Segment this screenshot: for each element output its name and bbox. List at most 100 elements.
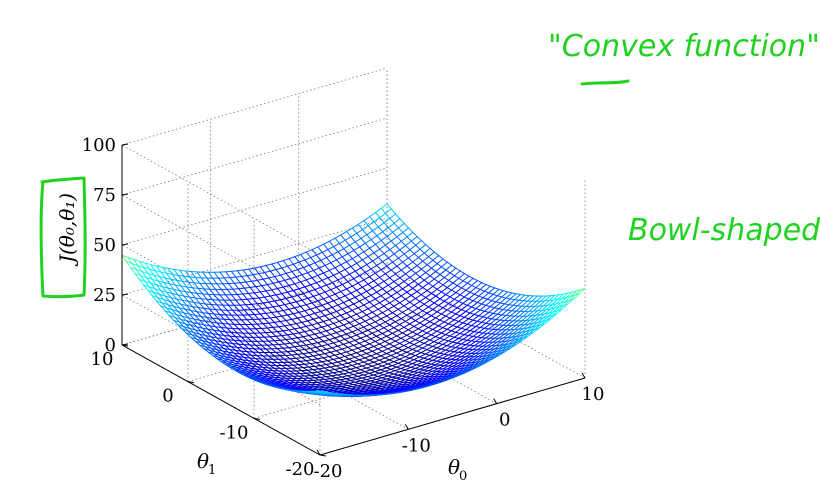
surface-segment <box>445 289 452 296</box>
surface-segment <box>547 299 554 306</box>
surface-segment <box>264 271 270 279</box>
surface-segment <box>297 266 304 271</box>
surface-segment <box>502 290 509 293</box>
surface-segment <box>151 278 157 286</box>
surface-segment <box>258 318 264 325</box>
surface-segment <box>275 335 283 337</box>
surface-segment <box>417 307 424 312</box>
surface-segment <box>373 276 381 282</box>
surface-segment <box>438 277 445 283</box>
surface-segment <box>387 345 395 350</box>
surface-segment <box>200 330 206 336</box>
surface-segment <box>297 294 303 301</box>
surface-segment <box>312 368 320 371</box>
surface-segment <box>308 352 314 357</box>
surface-segment <box>400 365 408 369</box>
surface-segment <box>514 294 521 301</box>
surface-segment <box>472 331 480 337</box>
surface-segment <box>397 326 405 331</box>
surface-segment <box>525 300 533 307</box>
surface-segment <box>427 302 435 308</box>
surface-segment <box>333 320 340 324</box>
surface-segment <box>475 282 483 289</box>
surface-segment <box>465 306 473 312</box>
surface-segment <box>368 359 375 363</box>
surface-segment <box>235 276 241 284</box>
surface-segment <box>214 326 222 328</box>
surface-segment <box>242 293 248 300</box>
surface-segment <box>551 298 559 306</box>
surface-segment <box>210 304 216 311</box>
surface-segment <box>167 304 175 307</box>
surface-segment <box>315 306 322 313</box>
surface-segment <box>291 294 299 298</box>
surface-segment <box>338 271 345 278</box>
surface-segment <box>482 341 490 347</box>
surface-segment <box>449 317 455 321</box>
surface-segment <box>230 270 238 272</box>
surface-segment <box>145 276 152 284</box>
surface-segment <box>337 343 344 347</box>
surface-segment <box>397 362 403 366</box>
surface-segment <box>405 269 412 275</box>
surface-segment <box>266 358 272 363</box>
surface-segment <box>360 314 368 319</box>
surface-segment <box>409 339 416 344</box>
surface-segment <box>448 275 455 281</box>
surface-segment <box>187 300 195 303</box>
surface-segment <box>370 235 378 241</box>
surface-segment <box>184 291 192 294</box>
surface-segment <box>368 324 375 329</box>
surface-segment <box>343 273 350 278</box>
surface-segment <box>386 235 392 242</box>
surface-segment <box>443 335 451 341</box>
surface-segment <box>469 352 477 358</box>
surface-segment <box>353 275 361 280</box>
surface-segment <box>351 363 359 366</box>
surface-segment <box>262 301 270 304</box>
surface-segment <box>314 365 320 370</box>
surface-segment <box>230 314 237 321</box>
surface-segment <box>196 311 204 314</box>
surface-segment <box>471 320 478 326</box>
surface-segment <box>265 348 271 354</box>
surface-segment <box>209 308 215 315</box>
surface-segment <box>144 280 150 288</box>
surface-segment <box>230 331 237 338</box>
surface-segment <box>271 289 277 296</box>
surface-segment <box>203 307 209 314</box>
surface-segment <box>238 309 244 316</box>
surface-segment <box>473 288 481 295</box>
surface-segment <box>358 323 365 328</box>
surface-segment <box>412 287 418 293</box>
surface-segment <box>154 270 162 273</box>
surface-segment <box>428 383 436 387</box>
surface-segment <box>374 212 381 219</box>
surface-segment <box>302 314 310 318</box>
surface-segment <box>362 225 369 231</box>
surface-segment <box>343 248 349 255</box>
surface-segment <box>285 272 291 280</box>
surface-segment <box>263 336 270 342</box>
surface-segment <box>383 346 389 350</box>
surface-segment <box>396 352 402 356</box>
surface-segment <box>148 286 156 290</box>
surface-segment <box>230 294 237 301</box>
surface-segment <box>194 276 201 284</box>
surface-segment <box>432 325 439 330</box>
surface-segment <box>344 292 352 297</box>
surface-segment <box>557 305 564 312</box>
surface-segment <box>282 361 288 366</box>
surface-segment <box>170 297 176 304</box>
surface-segment <box>279 355 285 360</box>
surface-segment <box>429 336 437 341</box>
surface-segment <box>269 269 277 272</box>
surface-segment <box>269 295 276 302</box>
surface-segment <box>311 358 319 361</box>
surface-segment <box>359 275 365 281</box>
surface-segment <box>404 317 412 322</box>
surface-segment <box>426 328 434 334</box>
surface-segment <box>320 332 326 337</box>
surface-segment <box>410 291 418 296</box>
surface-segment <box>567 298 574 305</box>
